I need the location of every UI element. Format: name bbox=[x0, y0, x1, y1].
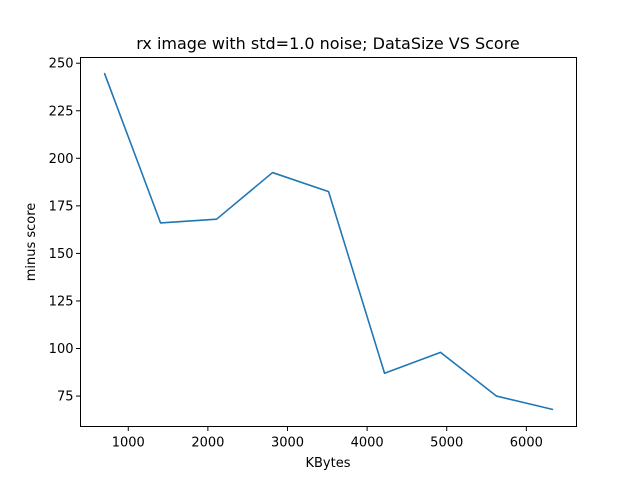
y-tick-label: 75 bbox=[57, 390, 74, 405]
y-tick-label: 125 bbox=[49, 294, 74, 309]
plot-area-frame bbox=[80, 57, 577, 427]
x-axis-ticks: 1000 2000 3000 4000 5000 6000 bbox=[112, 426, 543, 451]
y-tick-label: 100 bbox=[49, 342, 74, 357]
y-tick-label: 200 bbox=[49, 152, 74, 167]
x-axis-label: KBytes bbox=[305, 456, 350, 471]
x-tick-label: 6000 bbox=[510, 436, 543, 451]
x-tick-label: 5000 bbox=[430, 436, 463, 451]
x-tick-label: 2000 bbox=[191, 436, 224, 451]
chart-title: rx image with std=1.0 noise; DataSize VS… bbox=[136, 34, 520, 53]
y-tick-label: 175 bbox=[49, 199, 74, 214]
y-axis-label: minus score bbox=[24, 203, 39, 282]
y-tick-label: 150 bbox=[49, 247, 74, 262]
series-layer bbox=[103, 72, 554, 411]
series-line bbox=[103, 72, 554, 411]
y-tick-label: 250 bbox=[49, 57, 74, 72]
x-tick-label: 1000 bbox=[112, 436, 145, 451]
y-axis-ticks: 75 100 125 150 175 200 225 250 bbox=[49, 57, 81, 405]
x-tick-label: 3000 bbox=[271, 436, 304, 451]
x-tick-label: 4000 bbox=[351, 436, 384, 451]
y-tick-label: 225 bbox=[49, 104, 74, 119]
